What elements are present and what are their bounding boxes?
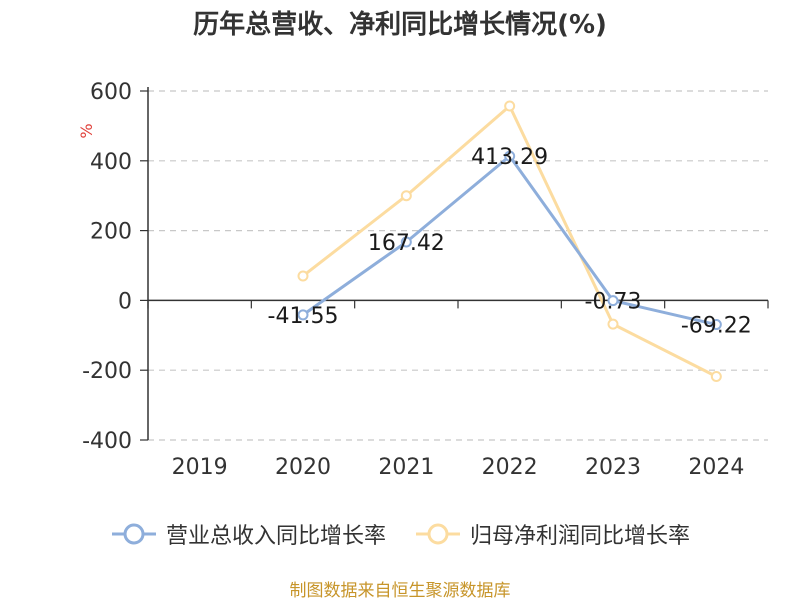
y-tick-label: 0 [118, 289, 132, 314]
y-tick-label: 600 [90, 80, 132, 105]
data-point-net-profit-growth [710, 370, 722, 382]
y-axis-label: % [77, 123, 96, 138]
y-tick-label: 200 [90, 220, 132, 245]
data-point-revenue-growth [297, 309, 309, 321]
x-tick-label: 2024 [688, 455, 744, 480]
chart-legend: 营业总收入同比增长率 归母净利润同比增长率 [0, 518, 800, 550]
data-point-revenue-growth [710, 319, 722, 331]
y-tick-label: -200 [82, 359, 132, 384]
x-tick-label: 2020 [275, 455, 331, 480]
data-point-revenue-growth [607, 295, 619, 307]
data-label-revenue-growth: 413.29 [471, 145, 548, 170]
x-tick-label: 2023 [585, 455, 641, 480]
legend-label-revenue-growth: 营业总收入同比增长率 [165, 524, 386, 549]
legend-marker-net-profit-icon [416, 523, 460, 545]
legend-marker-revenue-icon [111, 523, 156, 545]
x-tick-label: 2022 [482, 455, 538, 480]
series-line-revenue-growth [302, 154, 717, 327]
data-point-net-profit-growth [607, 318, 619, 330]
data-source-note: 制图数据来自恒生聚源数据库 [289, 581, 511, 601]
legend-item-revenue-growth[interactable]: 营业总收入同比增长率 [110, 518, 386, 550]
x-tick-label: 2019 [172, 455, 228, 480]
data-point-revenue-growth [400, 236, 412, 248]
y-tick-label: 400 [90, 150, 132, 175]
y-tick-label: -400 [82, 429, 132, 454]
data-label-revenue-growth: -69.22 [681, 314, 752, 339]
chart-title: 历年总营收、净利同比增长情况(%) [193, 10, 607, 40]
data-label-revenue-growth: -41.55 [268, 304, 339, 329]
x-tick-label: 2021 [378, 455, 434, 480]
data-label-revenue-growth: 167.42 [368, 231, 445, 256]
data-point-net-profit-growth [297, 270, 309, 282]
data-point-net-profit-growth [504, 100, 516, 112]
legend-item-net-profit-growth[interactable]: 归母净利润同比增长率 [414, 518, 690, 550]
data-point-revenue-growth [504, 150, 516, 162]
data-point-net-profit-growth [400, 190, 412, 202]
data-label-revenue-growth: -0.73 [585, 290, 642, 315]
legend-label-net-profit-growth: 归母净利润同比增长率 [470, 524, 691, 549]
